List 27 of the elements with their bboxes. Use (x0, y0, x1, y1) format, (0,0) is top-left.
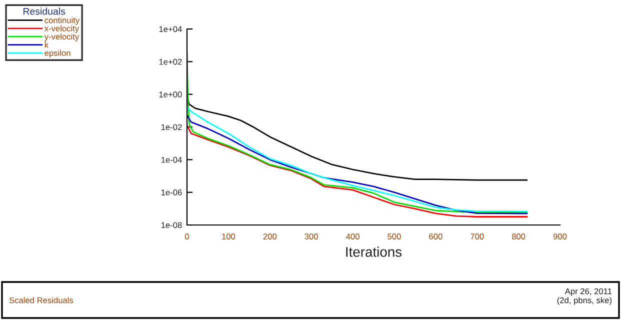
y-tick-label: 1e-08 (161, 222, 182, 228)
legend-label: x-velocity (44, 25, 80, 34)
legend-label: epsilon (44, 50, 70, 58)
legend-label: k (44, 42, 49, 48)
x-tick-label: 800 (512, 234, 526, 240)
x-tick-label: 900 (553, 234, 567, 240)
y-tick-label: 1e-04 (161, 156, 182, 163)
x-tick-label: 0 (185, 234, 189, 240)
text: (2d, pbns, ske) (557, 297, 612, 305)
y-tick-label: 1e+00 (159, 92, 182, 98)
x-tick-label: 700 (470, 234, 484, 240)
text: Apr 26, 2011 (564, 288, 612, 296)
x-tick-label: 400 (346, 234, 360, 240)
x-tick-label: 500 (388, 234, 401, 240)
x-tick-label: 600 (429, 234, 442, 240)
legend-label: continuity (44, 17, 80, 25)
y-tick-label: 1e-02 (161, 124, 182, 130)
y-tick-label: 1e-06 (161, 190, 182, 196)
text: Scaled Residuals (9, 297, 74, 304)
x-tick-label: 200 (263, 234, 277, 240)
y-tick-label: 1e+04 (159, 26, 182, 32)
x-axis-title: Iterations (346, 246, 402, 257)
x-tick-label: 100 (222, 234, 236, 240)
x-tick-label: 300 (304, 234, 318, 240)
legend-label: y-velocity (44, 33, 80, 42)
y-tick-label: 1e+02 (159, 58, 182, 65)
legend-title: Residuals (24, 8, 66, 15)
